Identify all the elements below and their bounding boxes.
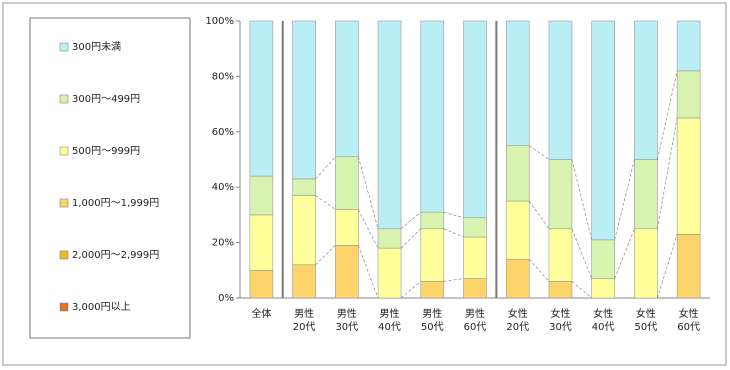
connector-line (400, 211, 421, 230)
bar-segment (377, 20, 402, 230)
bar-segment (463, 236, 487, 279)
connector-line (529, 145, 550, 160)
bar-segment (335, 20, 359, 158)
connector-line (443, 228, 464, 238)
connector-line (528, 200, 550, 229)
bar-segment (676, 233, 701, 299)
connector-line (571, 159, 593, 240)
legend-label: 300円～499円 (72, 94, 140, 105)
bar-segment (676, 70, 701, 119)
bar-segment (335, 209, 359, 246)
bar-segment (548, 228, 573, 282)
x-tick-label: 女性 20代 (506, 309, 530, 333)
connector-line (358, 209, 379, 249)
connector-line (614, 228, 635, 279)
bar-segment (548, 281, 573, 299)
x-tick-label: 男性 30代 (335, 309, 359, 333)
legend-swatch (59, 302, 69, 312)
connector-line (315, 195, 336, 210)
y-tick-label: 0% (218, 293, 234, 304)
bar-segment (634, 159, 658, 230)
x-tick-label: 女性 30代 (549, 309, 572, 333)
bar-segment (420, 281, 445, 299)
bar-segment (335, 245, 359, 299)
bar-segment (676, 20, 701, 72)
connector-line (357, 156, 379, 229)
connector-line (443, 278, 464, 282)
bar-segment (676, 117, 701, 235)
bar-segment (505, 145, 530, 202)
x-tick-label: 男性 20代 (292, 309, 316, 333)
bar-segment (548, 20, 573, 160)
bar-segment (420, 20, 445, 213)
bar-segment (463, 20, 487, 218)
legend-swatch (59, 146, 69, 156)
bar-segment (249, 214, 274, 271)
x-tick-label: 男性 60代 (463, 309, 487, 333)
bar-segment (292, 264, 316, 299)
connector-line (657, 70, 678, 160)
bar-segment (591, 20, 615, 241)
bar-segment (420, 228, 445, 282)
bar-segment (548, 159, 573, 230)
legend-label: 2,000円～2,999円 (72, 250, 159, 261)
bar-segment (249, 20, 274, 177)
legend-swatch (59, 198, 69, 208)
y-tick-label: 80% (212, 71, 234, 82)
legend-box (29, 17, 191, 339)
bar-segment (634, 20, 658, 160)
legend-label: 300円未満 (72, 41, 121, 53)
legend-swatch (59, 250, 69, 260)
legend-label: 3,000円以上 (72, 301, 131, 313)
bar-segment (292, 20, 316, 180)
connector-line (657, 234, 678, 299)
bar-segment (249, 269, 274, 299)
y-tick-label: 40% (212, 182, 234, 193)
bar-segment (591, 278, 615, 299)
legend-label: 500円～999円 (72, 146, 140, 157)
bar-segment (377, 247, 402, 299)
bar-segment (591, 239, 615, 279)
bar-segment (335, 156, 359, 210)
legend-swatch (59, 42, 69, 52)
bar-segment (505, 200, 530, 260)
bar-segment (420, 211, 445, 230)
y-tick-label: 60% (212, 127, 234, 138)
bar-segment (377, 228, 402, 249)
y-tick-label: 20% (212, 238, 234, 249)
bar-segment (292, 178, 316, 196)
legend-swatch (59, 94, 69, 104)
x-tick-label: 女性 50代 (634, 309, 658, 333)
connector-line (571, 228, 593, 279)
connector-line (443, 211, 464, 219)
x-tick-label: 女性 40代 (591, 309, 615, 333)
connector-line (571, 281, 592, 299)
bar-segment (292, 195, 316, 266)
connector-line (614, 159, 635, 240)
y-tick-label: 100% (205, 16, 234, 27)
legend-label: 1,000円～1,999円 (72, 198, 159, 209)
connector-line (657, 117, 678, 229)
x-tick-label: 全体 (251, 309, 272, 320)
x-tick-label: 女性 60代 (677, 309, 700, 333)
bar-segment (463, 217, 487, 238)
x-tick-label: 男性 50代 (420, 309, 444, 333)
bar-segment (249, 175, 274, 216)
bar-segment (505, 258, 530, 299)
connector-line (357, 245, 379, 299)
bar-segment (634, 228, 658, 299)
bar-segment (505, 20, 530, 146)
x-tick-label: 男性 40代 (378, 309, 401, 333)
connector-line (400, 281, 421, 299)
bar-segment (463, 278, 487, 299)
